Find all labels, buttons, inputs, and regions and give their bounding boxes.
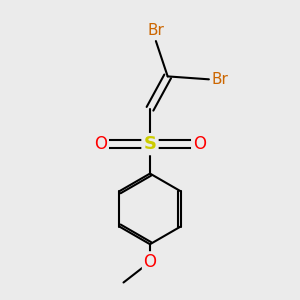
Text: O: O	[143, 253, 157, 271]
Text: Br: Br	[212, 72, 229, 87]
Text: S: S	[143, 135, 157, 153]
Text: O: O	[193, 135, 206, 153]
Text: Br: Br	[148, 23, 164, 38]
Text: O: O	[94, 135, 107, 153]
